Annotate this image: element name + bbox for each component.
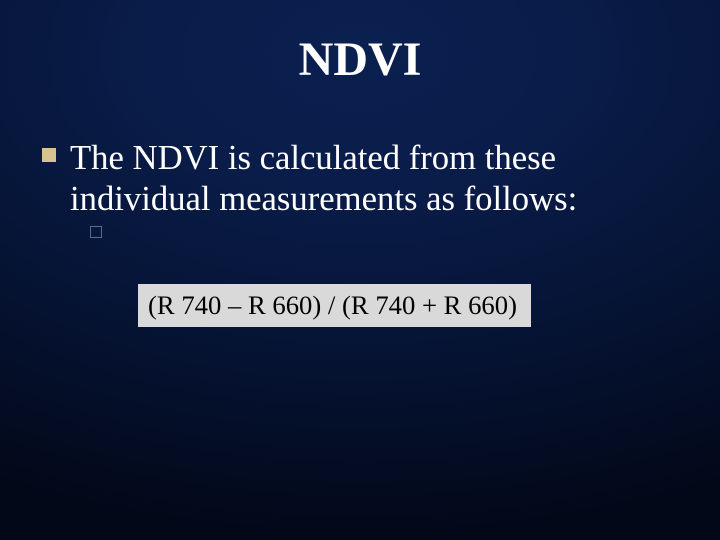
slide-title: NDVI [0, 32, 720, 87]
slide-container: NDVI The NDVI is calculated from these i… [0, 0, 720, 540]
square-bullet-icon [42, 148, 56, 162]
bullet-level1-row: The NDVI is calculated from these indivi… [42, 138, 690, 220]
bullet-level2-row [90, 226, 102, 238]
square-outline-bullet-icon [90, 226, 102, 238]
bullet-level1-text: The NDVI is calculated from these indivi… [70, 138, 690, 220]
formula-box: (R 740 – R 660) / (R 740 + R 660) [138, 284, 531, 327]
